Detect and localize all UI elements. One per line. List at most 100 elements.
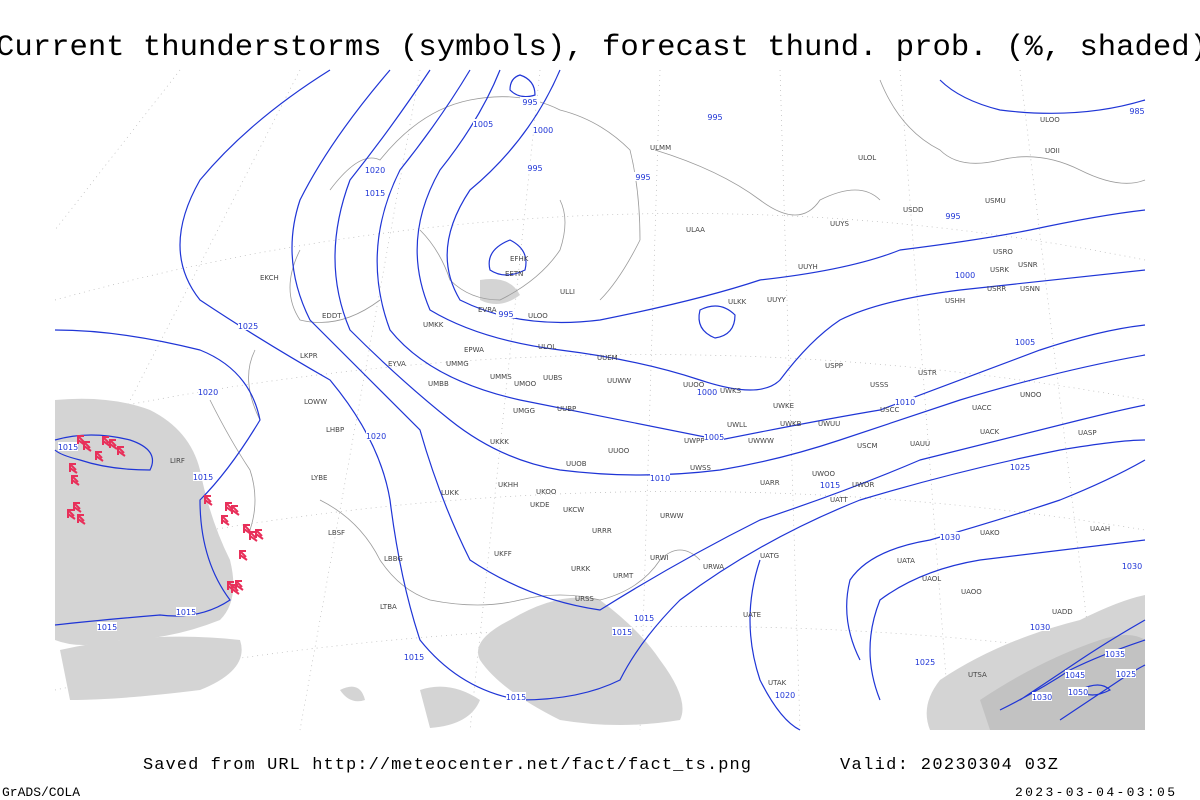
graticule [54, 69, 1146, 731]
isobar [54, 434, 154, 471]
station-label: USTR [918, 369, 937, 377]
isobar-label: 1015 [404, 653, 424, 662]
isobar-label-bg [176, 607, 196, 616]
station-label: ULKK [728, 298, 747, 306]
station-label: UMMG [446, 360, 469, 368]
isobar-label-bg [525, 163, 545, 172]
station-label: UUEM [597, 354, 618, 362]
isobar-label-bg [697, 387, 717, 396]
software: GrADS/COLA [2, 785, 80, 800]
station-label: USRK [990, 266, 1009, 274]
isobar-label-bg [650, 473, 670, 482]
station-label: UWLL [727, 421, 747, 429]
station-label: ULMM [650, 144, 671, 152]
station-label: LHBP [326, 426, 344, 434]
station-label: URKK [571, 565, 591, 573]
station-label: UADD [1052, 608, 1073, 616]
isobar [446, 69, 1146, 324]
map-area: 995 1005 1000 995 995 995 1020 1015 995 1000 995 10… [54, 69, 1147, 731]
isobar-label: 1015 [612, 628, 632, 637]
thunderstorm-symbol [77, 514, 86, 525]
probability-shading [55, 398, 234, 645]
station-label: UWKS [720, 387, 742, 395]
isobar [488, 74, 536, 276]
station-label: UUBS [543, 374, 563, 382]
isobar-label: 995 [635, 173, 650, 182]
isobar [334, 69, 1146, 476]
isobar-label-bg [895, 397, 915, 406]
station-label: UWOO [812, 470, 836, 478]
station-label: UUOO [683, 381, 705, 389]
probability-shading [980, 635, 1145, 730]
station-label: UATG [760, 552, 779, 560]
station-label: UAAH [1090, 525, 1110, 533]
isobar-label-bg [915, 657, 935, 666]
thunderstorm-symbol [95, 451, 104, 462]
isobar-label-bg [365, 188, 385, 197]
station-label: USDD [903, 206, 923, 214]
station-label: UACK [980, 428, 1000, 436]
station-label: ULOO [1040, 116, 1060, 124]
station-label: LOWW [304, 398, 327, 406]
station-label: UOII [1045, 147, 1060, 155]
station-label: UAOO [961, 588, 982, 596]
station-label: UMBB [428, 380, 449, 388]
station-label: UUYY [767, 296, 787, 304]
station-label: UUYH [798, 263, 818, 271]
station-label: USHH [945, 297, 965, 305]
isobar-label-bg [1116, 669, 1136, 678]
thunderstorm-symbols [67, 435, 264, 595]
station-label: LIRF [170, 457, 185, 465]
isobar-label: 1020 [198, 388, 218, 397]
isobar-label: 1020 [775, 691, 795, 700]
isobar [698, 305, 736, 339]
station-label: UACC [972, 404, 992, 412]
isobar-label: 985 [1129, 107, 1144, 116]
isobar-label: 1010 [650, 474, 670, 483]
thunderstorm-symbol [255, 529, 264, 540]
station-label: URSS [575, 595, 594, 603]
thunderstorm-symbol [73, 502, 82, 513]
isobar-label: 1050 [1068, 688, 1088, 697]
timestamp: 2023-03-04-03:05 [1015, 785, 1175, 800]
station-label: UARR [760, 479, 780, 487]
isobar-label-bg [365, 165, 385, 174]
isobar-label-bg [1122, 561, 1142, 570]
station-label: URRR [592, 527, 612, 535]
isobar-label: 1000 [697, 388, 717, 397]
isobar-label-bg [1068, 687, 1088, 696]
isobar-label: 1015 [58, 443, 78, 452]
station-label: EVRA [478, 306, 497, 314]
station-label: UKCW [563, 506, 584, 514]
thunderstorm-symbol [69, 463, 78, 474]
station-label: UUWW [607, 377, 631, 385]
isobar-label-bg [1065, 670, 1085, 679]
isobar-label: 1015 [97, 623, 117, 632]
isobar-label-bg [634, 613, 654, 622]
station-label: LBBG [384, 555, 403, 563]
isobar [291, 69, 1146, 611]
station-label: UWOR [852, 481, 875, 489]
station-label: URMT [613, 572, 634, 580]
station-label: EYVA [388, 360, 406, 368]
station-label: USNN [1020, 285, 1040, 293]
station-label: USPP [825, 362, 843, 370]
station-label: EDDT [322, 312, 342, 320]
station-label: UUBP [557, 405, 576, 413]
probability-shading [340, 686, 480, 728]
thunderstorm-symbol [71, 475, 80, 486]
station-label: UKFF [494, 550, 512, 558]
thunderstorm-symbol [221, 515, 230, 526]
station-label: ULOL [858, 154, 876, 162]
station-label: USMU [985, 197, 1006, 205]
station-label: LKPR [300, 352, 318, 360]
thunderstorm-symbol [231, 505, 240, 516]
station-label: UAUU [910, 440, 930, 448]
isobar-label-bg [198, 387, 218, 396]
station-label: UMMS [490, 373, 512, 381]
thunderstorm-symbol [109, 439, 118, 450]
thunderstorm-symbol [235, 580, 244, 591]
station-label: USNR [1018, 261, 1038, 269]
isobar-label: 995 [945, 212, 960, 221]
isobar [54, 329, 261, 626]
